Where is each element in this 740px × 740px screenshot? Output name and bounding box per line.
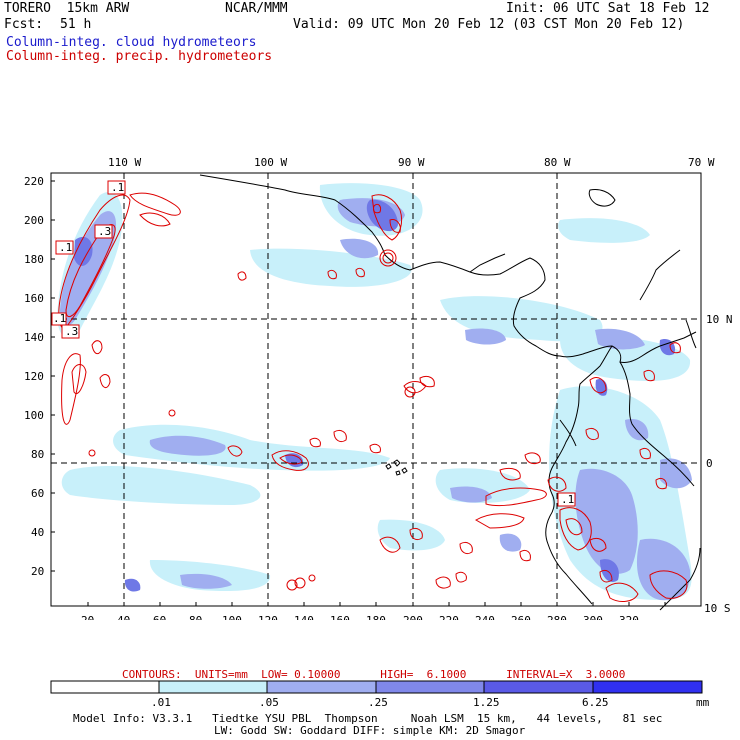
colorbar: .01 .05 .25 1.25 6.25 mm: [50, 680, 710, 709]
x-tick: 300: [583, 614, 603, 620]
contour-label: .1: [561, 493, 574, 506]
lat-lon-grid: [51, 173, 701, 606]
colorbar-bin: [266, 680, 377, 694]
x-tick: 140: [294, 614, 314, 620]
y-tick: 80: [31, 448, 44, 461]
lon-label-90w: 90 W: [398, 156, 425, 169]
x-axis-ticks: 20 40 60 80 100 120 140 160 180 200 220 …: [81, 602, 666, 620]
colorbar-label: .25: [368, 696, 388, 709]
lon-label-70w: 70 W: [688, 156, 715, 169]
y-tick: 180: [24, 253, 44, 266]
center-label: NCAR/MMM: [225, 1, 288, 16]
colorbar-bin: [158, 680, 268, 694]
lon-label-100w: 100 W: [254, 156, 287, 169]
x-tick: 40: [117, 614, 130, 620]
contour-label: .1: [59, 241, 72, 254]
x-tick: 60: [153, 614, 166, 620]
valid-time: Valid: 09 UTC Mon 20 Feb 12 (03 CST Mon …: [293, 17, 685, 32]
model-info: Model Info: V3.3.1 Tiedtke YSU PBL Thomp…: [73, 712, 663, 725]
lat-label-10n: 10 N: [706, 313, 733, 326]
forecast-label: Fcst:: [4, 17, 44, 32]
y-tick: 120: [24, 370, 44, 383]
colorbar-label: .05: [259, 696, 279, 709]
x-tick: 80: [189, 614, 202, 620]
y-tick: 20: [31, 565, 44, 578]
x-tick: 160: [330, 614, 350, 620]
colorbar-unit: mm: [696, 696, 710, 709]
x-tick: 120: [258, 614, 278, 620]
y-tick: 200: [24, 214, 44, 227]
coastline: [199, 174, 701, 611]
contour-label: .3: [65, 325, 78, 338]
contour-label: .3: [98, 225, 111, 238]
legend-cloud: Column-integ. cloud hydrometeors: [6, 35, 257, 50]
colorbar-bin: [483, 680, 594, 694]
model-title: TORERO 15km ARW: [4, 1, 130, 16]
lat-label-10s: 10 S: [704, 602, 731, 615]
y-axis-ticks: 20 40 60 80 100 120 140 160 180 200 220: [24, 175, 55, 578]
legend-precip: Column-integ. precip. hydrometeors: [6, 49, 273, 64]
colorbar-label: .01: [151, 696, 171, 709]
colorbar-bin: [592, 680, 703, 694]
model-info-physics: LW: Godd SW: Goddard DIFF: simple KM: 2D…: [214, 724, 526, 737]
x-tick: 260: [511, 614, 531, 620]
colorbar-label: 6.25: [582, 696, 609, 709]
x-tick: 320: [619, 614, 639, 620]
x-tick: 240: [475, 614, 495, 620]
y-tick: 100: [24, 409, 44, 422]
contour-info: CONTOURS: UNITS=mm LOW= 0.10000 HIGH= 6.…: [122, 668, 626, 681]
contour-label: .1: [111, 181, 124, 194]
y-tick: 140: [24, 331, 44, 344]
y-tick: 220: [24, 175, 44, 188]
forecast-hour: 51 h: [60, 17, 92, 32]
y-tick: 60: [31, 487, 44, 500]
contour-label: .1: [53, 312, 66, 325]
colorbar-bin: [50, 680, 160, 694]
colorbar-label: 1.25: [473, 696, 500, 709]
lat-label-equator: 0: [706, 457, 713, 470]
x-tick: 280: [547, 614, 567, 620]
x-tick: 100: [222, 614, 242, 620]
init-time: Init: 06 UTC Sat 18 Feb 12: [506, 1, 710, 16]
lon-label-80w: 80 W: [544, 156, 571, 169]
x-tick: 20: [81, 614, 94, 620]
y-tick: 40: [31, 526, 44, 539]
x-tick: 200: [403, 614, 423, 620]
y-tick: 160: [24, 292, 44, 305]
contour-label-group: .1 .1 .3 .1 .3 .1: [51, 180, 576, 507]
forecast-map: 110 W 100 W 90 W 80 W 70 W: [24, 156, 733, 620]
x-tick: 220: [439, 614, 459, 620]
x-tick: 180: [366, 614, 386, 620]
colorbar-bin: [375, 680, 485, 694]
lon-label-110w: 110 W: [108, 156, 141, 169]
